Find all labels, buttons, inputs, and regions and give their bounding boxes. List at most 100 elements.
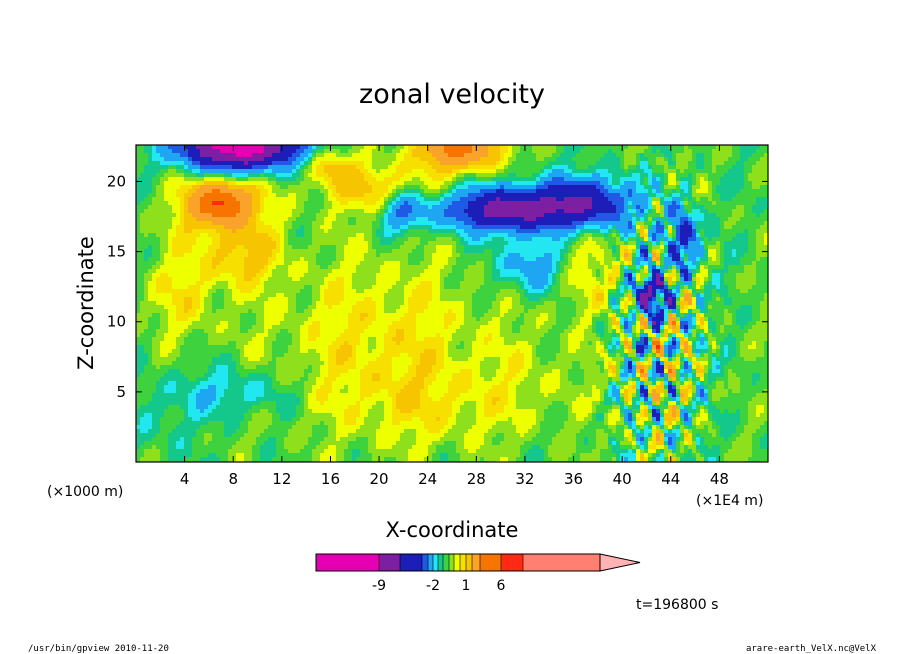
field-cell (688, 165, 693, 170)
field-cell (592, 185, 597, 190)
field-cell (168, 149, 173, 154)
field-cell (224, 197, 229, 202)
field-cell (160, 157, 165, 162)
field-cell (408, 221, 413, 226)
field-cell (412, 145, 417, 150)
field-cell (680, 153, 685, 158)
field-cell (732, 253, 737, 258)
field-cell (748, 225, 753, 230)
field-cell (152, 253, 157, 258)
field-cell (380, 189, 385, 194)
field-cell (528, 265, 533, 270)
field-cell (704, 237, 709, 242)
field-cell (180, 217, 185, 222)
field-cell (596, 153, 601, 158)
field-cell (260, 197, 265, 202)
field-cell (676, 213, 681, 218)
field-cell (476, 181, 481, 186)
field-cell (736, 185, 741, 190)
field-cell (188, 225, 193, 230)
field-cell (284, 241, 289, 246)
field-cell (256, 229, 261, 234)
field-cell (584, 193, 589, 198)
field-cell (572, 153, 577, 158)
field-cell (264, 249, 269, 254)
field-cell (716, 149, 721, 154)
field-cell (536, 229, 541, 234)
field-cell (548, 197, 553, 202)
field-cell (284, 185, 289, 190)
field-cell (300, 173, 305, 178)
field-cell (192, 161, 197, 166)
field-cell (156, 261, 161, 266)
field-cell (336, 245, 341, 250)
field-cell (376, 201, 381, 206)
field-cell (472, 157, 477, 162)
field-cell (616, 197, 621, 202)
field-cell (696, 161, 701, 166)
field-cell (664, 173, 669, 178)
field-cell (460, 249, 465, 254)
field-cell (664, 253, 669, 258)
field-cell (576, 225, 581, 230)
field-cell (168, 257, 173, 262)
field-cell (232, 233, 237, 238)
field-cell (524, 233, 529, 238)
field-cell (256, 237, 261, 242)
field-cell (152, 241, 157, 246)
field-cell (632, 201, 637, 206)
field-cell (412, 225, 417, 230)
field-cell (316, 145, 321, 150)
field-cell (752, 197, 757, 202)
field-cell (460, 169, 465, 174)
field-cell (652, 217, 657, 222)
field-cell (692, 157, 697, 162)
field-cell (232, 261, 237, 266)
field-cell (460, 225, 465, 230)
field-cell (760, 145, 765, 150)
field-cell (448, 237, 453, 242)
field-cell (148, 213, 153, 218)
field-cell (508, 145, 513, 150)
field-cell (568, 253, 573, 258)
field-cell (764, 253, 769, 258)
field-cell (256, 157, 261, 162)
field-cell (692, 197, 697, 202)
field-cell (552, 189, 557, 194)
field-cell (408, 249, 413, 254)
field-cell (232, 177, 237, 182)
field-cell (736, 201, 741, 206)
field-cell (624, 229, 629, 234)
field-cell (704, 245, 709, 250)
field-cell (404, 193, 409, 198)
field-cell (664, 161, 669, 166)
field-cell (264, 221, 269, 226)
field-cell (572, 157, 577, 162)
field-cell (184, 249, 189, 254)
field-cell (648, 237, 653, 242)
field-cell (140, 161, 145, 166)
field-cell (352, 225, 357, 230)
field-cell (684, 205, 689, 210)
field-cell (660, 205, 665, 210)
field-cell (568, 257, 573, 262)
field-cell (424, 241, 429, 246)
field-cell (672, 181, 677, 186)
field-cell (432, 153, 437, 158)
field-cell (764, 145, 769, 150)
field-cell (420, 153, 425, 158)
field-cell (620, 221, 625, 226)
field-cell (404, 157, 409, 162)
field-cell (220, 269, 225, 274)
field-cell (604, 265, 609, 270)
field-cell (184, 157, 189, 162)
field-cell (352, 149, 357, 154)
field-cell (212, 265, 217, 270)
field-cell (308, 201, 313, 206)
field-cell (328, 261, 333, 266)
field-cell (632, 233, 637, 238)
field-cell (440, 269, 445, 274)
field-cell (256, 149, 261, 154)
field-cell (456, 225, 461, 230)
field-cell (548, 177, 553, 182)
